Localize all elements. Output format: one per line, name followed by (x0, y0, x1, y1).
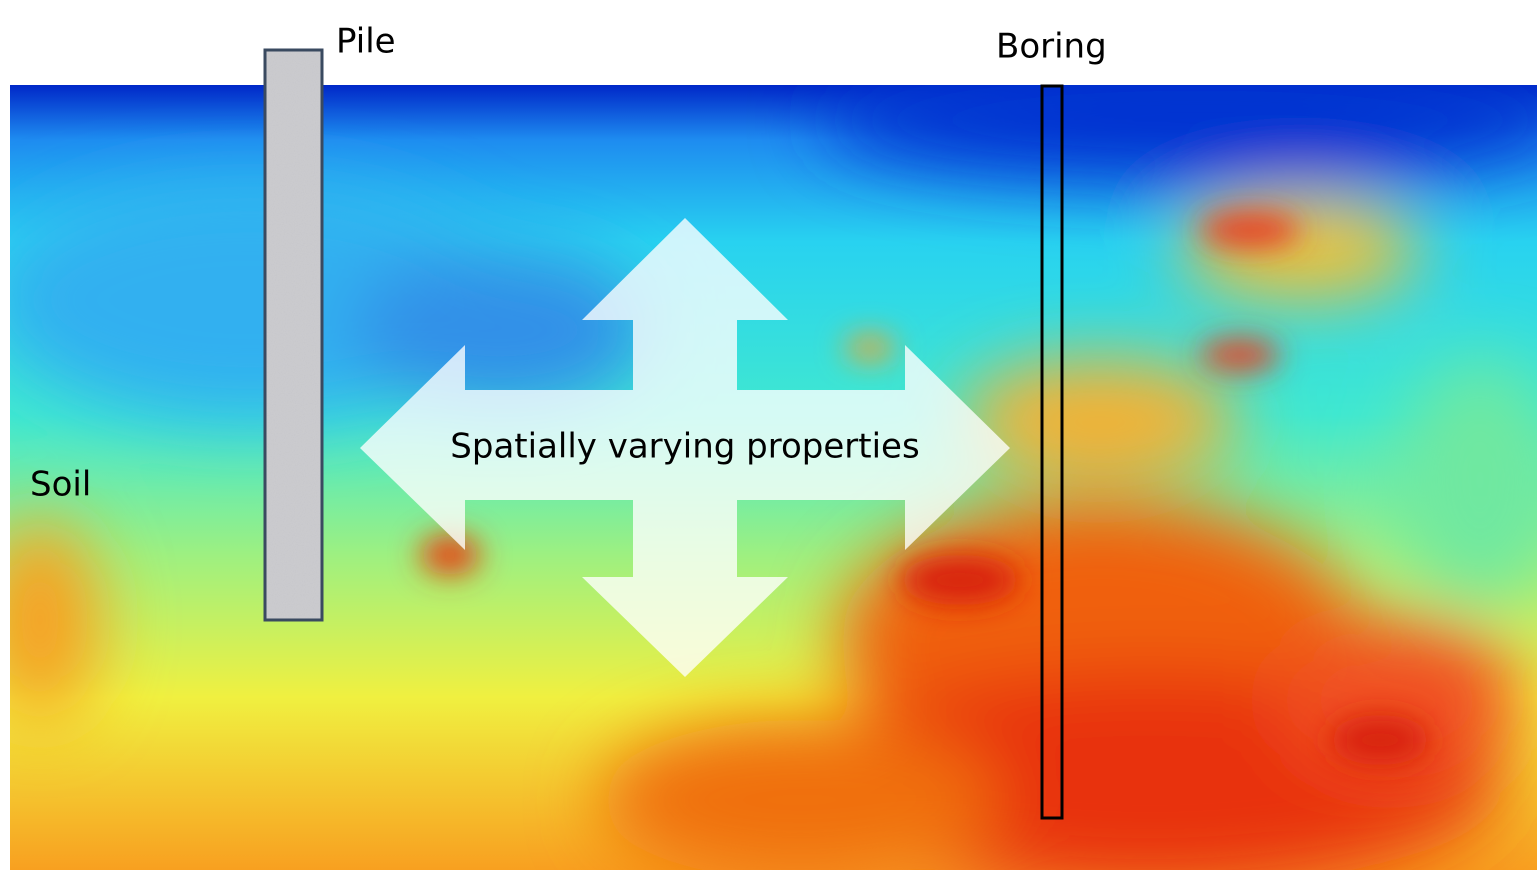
arrow-label: Spatially varying properties (450, 427, 919, 467)
boring-label: Boring (996, 27, 1107, 67)
diagram: Pile Boring Soil Spatially varying prope… (0, 0, 1537, 870)
page: Pile Boring Soil Spatially varying prope… (0, 0, 1537, 870)
soil-label: Soil (30, 465, 91, 505)
pile-label: Pile (336, 22, 396, 62)
pile-texture (267, 52, 320, 618)
